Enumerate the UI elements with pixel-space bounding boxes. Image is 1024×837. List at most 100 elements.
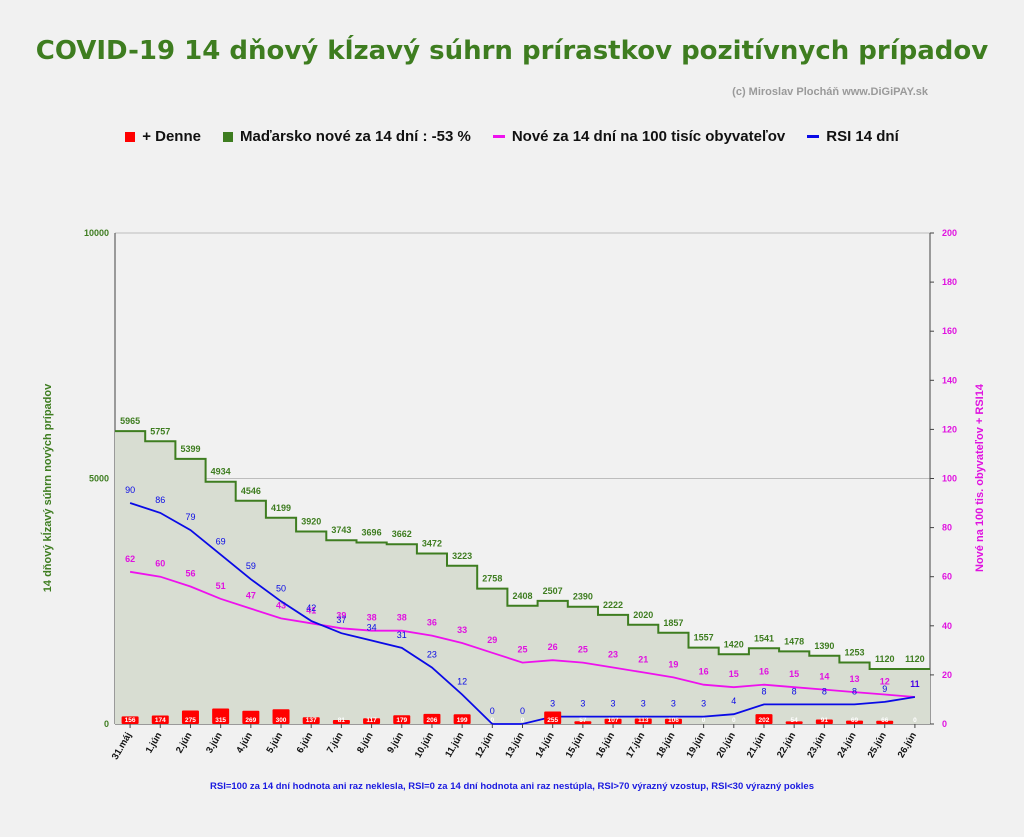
y-tick-left-0: 0	[104, 719, 109, 729]
label-14day-15: 2390	[573, 592, 593, 602]
label-per100k-9: 38	[397, 613, 407, 623]
label-rsi-20: 4	[731, 696, 736, 706]
label-14day-11: 3223	[452, 551, 472, 561]
bar-daily-22	[785, 721, 803, 724]
label-per100k-0: 62	[125, 554, 135, 564]
label-rsi-21: 8	[761, 686, 766, 696]
bar-daily-14	[544, 711, 562, 724]
bar-daily-24	[846, 720, 864, 724]
label-daily-3: 315	[215, 717, 226, 724]
label-14day-3: 4934	[211, 467, 231, 477]
label-daily-5: 300	[276, 717, 287, 724]
legend-swatch-14day	[222, 131, 233, 142]
label-rsi-0: 90	[125, 485, 135, 495]
label-14day-17: 2020	[633, 610, 653, 620]
bar-daily-6	[302, 717, 320, 724]
y-tick-right-4: 80	[942, 523, 952, 533]
bar-daily-2	[181, 710, 199, 724]
bar-daily-10	[423, 713, 441, 724]
x-tick-6: 6.jún	[295, 730, 316, 755]
label-rsi-15: 3	[580, 699, 585, 709]
label-daily-7: 81	[338, 717, 346, 724]
legend-label-14day: Maďarsko nové za 14 dní : -53 %	[239, 128, 471, 145]
label-per100k-25: 12	[880, 677, 890, 687]
label-per100k-8: 38	[367, 613, 377, 623]
label-rsi-17: 3	[641, 699, 646, 709]
label-14day-13: 2408	[512, 591, 532, 601]
series-14day-area	[115, 431, 930, 724]
legend-label-rsi: RSI 14 dní	[826, 128, 899, 145]
x-tick-2: 2.jún	[174, 730, 195, 755]
bar-daily-11	[453, 714, 471, 724]
label-daily-10: 206	[427, 717, 438, 724]
label-per100k-10: 36	[427, 618, 437, 628]
label-daily-26: 0	[913, 717, 917, 724]
y-tick-right-2: 40	[942, 621, 952, 631]
label-14day-9: 3662	[392, 529, 412, 539]
label-daily-8: 117	[366, 717, 377, 724]
label-daily-1: 174	[155, 717, 166, 724]
label-daily-21: 202	[759, 717, 770, 724]
label-rsi-1: 86	[155, 495, 165, 505]
label-14day-4: 4546	[241, 486, 261, 496]
label-per100k-26: 11	[910, 679, 920, 689]
label-daily-0: 156	[125, 717, 136, 724]
label-rsi-26: 11	[910, 679, 919, 689]
label-per100k-4: 47	[246, 591, 256, 601]
label-per100k-18: 19	[668, 659, 678, 669]
x-tick-1: 1.jún	[144, 730, 165, 755]
label-per100k-13: 25	[517, 645, 527, 655]
y-tick-right-10: 200	[942, 228, 957, 238]
label-rsi-16: 3	[611, 699, 616, 709]
label-14day-19: 1557	[694, 633, 714, 643]
x-tick-22: 22.jún	[775, 730, 798, 759]
label-daily-17: 113	[638, 717, 649, 724]
bar-daily-25	[876, 720, 894, 724]
bar-daily-4	[242, 710, 260, 724]
chart-title: COVID-19 14 dňový kĺzavý súhrn prírastko…	[35, 36, 989, 66]
label-14day-14: 2507	[543, 586, 563, 596]
legend-label-per100k: Nové za 14 dní na 100 tisíc obyvateľov	[511, 128, 786, 145]
label-daily-13: 0	[521, 717, 525, 724]
y-tick-right-1: 20	[942, 670, 952, 680]
label-daily-6: 137	[306, 717, 317, 724]
label-rsi-8: 34	[367, 623, 377, 633]
bar-daily-0	[121, 716, 139, 724]
x-tick-20: 20.jún	[715, 730, 738, 759]
label-14day-18: 1857	[663, 618, 683, 628]
label-14day-6: 3920	[301, 517, 321, 527]
bar-daily-23	[815, 719, 833, 724]
label-daily-14: 255	[547, 717, 558, 724]
y-tick-right-3: 60	[942, 572, 952, 582]
label-daily-23: 91	[821, 717, 829, 724]
bar-daily-8	[363, 718, 381, 724]
label-rsi-19: 3	[701, 699, 706, 709]
x-tick-7: 7.jún	[325, 730, 346, 755]
label-14day-7: 3743	[331, 525, 351, 535]
label-per100k-24: 13	[850, 674, 860, 684]
label-daily-2: 275	[185, 717, 196, 724]
label-14day-8: 3696	[362, 528, 382, 538]
label-rsi-23: 8	[822, 686, 827, 696]
bar-daily-21	[755, 714, 773, 724]
x-tick-23: 23.jún	[805, 730, 828, 759]
label-14day-2: 5399	[180, 444, 200, 454]
label-14day-24: 1253	[845, 647, 865, 657]
label-14day-1: 5757	[150, 426, 170, 436]
label-14day-22: 1478	[784, 636, 804, 646]
label-daily-19: 0	[702, 717, 706, 724]
label-per100k-15: 25	[578, 645, 588, 655]
label-rsi-12: 0	[490, 706, 495, 716]
label-per100k-12: 29	[487, 635, 497, 645]
x-tick-18: 18.jún	[654, 730, 677, 759]
label-14day-0: 5965	[120, 416, 140, 426]
bar-daily-18	[664, 718, 682, 724]
y-tick-right-9: 180	[942, 277, 957, 287]
label-per100k-19: 16	[699, 667, 709, 677]
bar-daily-17	[634, 718, 652, 724]
x-tick-16: 16.jún	[594, 730, 617, 759]
bar-daily-9	[393, 715, 411, 724]
label-14day-26: 1120	[905, 654, 925, 664]
label-rsi-18: 3	[671, 699, 676, 709]
label-per100k-7: 39	[336, 610, 346, 620]
